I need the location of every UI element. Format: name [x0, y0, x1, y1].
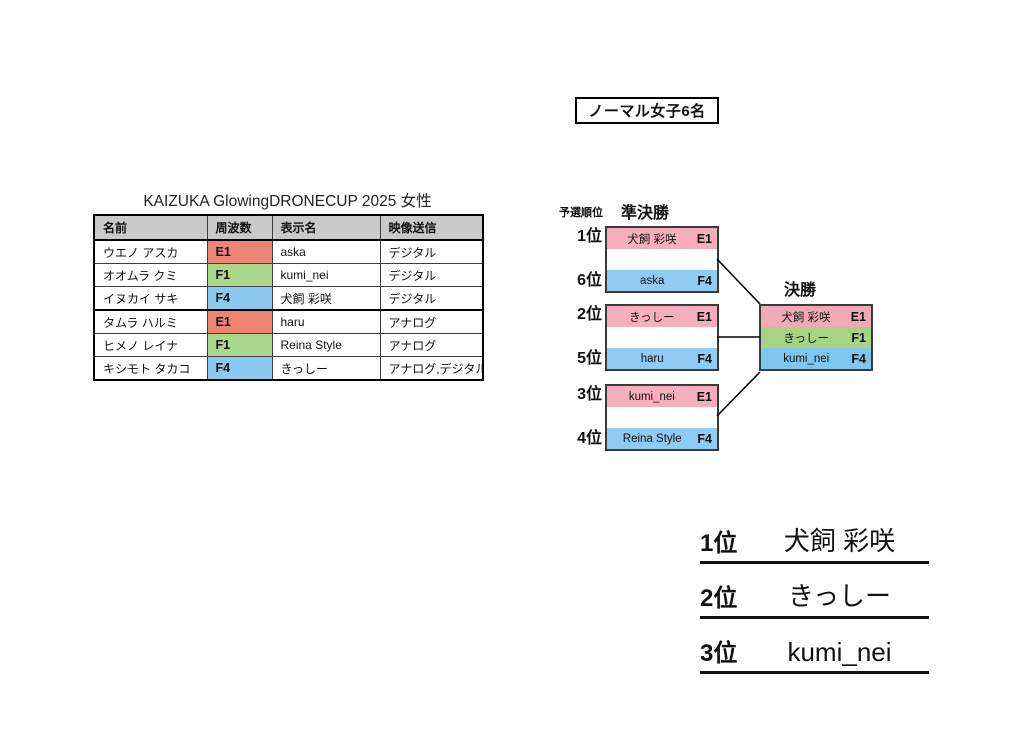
seed-rank-label: 3位	[577, 386, 602, 403]
semifinal-box-1: 犬飼 彩咲 E1 aska F4	[605, 226, 719, 293]
entry-name: kumi_nei	[783, 352, 830, 365]
entry-name: Reina Style	[622, 432, 682, 445]
result-row: 1位 犬飼 彩咲	[700, 509, 929, 564]
entry-name: kumi_nei	[628, 390, 675, 403]
video-cell: デジタル	[379, 263, 484, 287]
final-box: 犬飼 彩咲 E1 きっしー F1 kumi_nei F4	[759, 304, 873, 371]
bracket-entry: きっしー F1	[761, 327, 871, 348]
display-name-cell: きっしー	[271, 356, 381, 381]
result-name: kumi_nei	[787, 637, 892, 667]
roster-table: 名前 周波数 表示名 映像送信 ウエノ アスカ E1 aska デジタル オオム…	[93, 214, 484, 381]
frequency-cell: F4	[206, 356, 273, 381]
table-row: ヒメノ レイナ F1 Reina Style アナログ	[93, 333, 484, 357]
bracket-entry: kumi_nei E1	[607, 386, 717, 407]
bracket-spacer	[607, 249, 717, 270]
bracket-spacer	[607, 327, 717, 348]
pilot-name-cell: ヒメノ レイナ	[93, 333, 208, 357]
bracket-entry: きっしー E1	[607, 306, 717, 327]
semifinal-box-2: きっしー E1 haru F4	[605, 304, 719, 371]
qualifying-rank-heading: 予選順位	[559, 207, 603, 219]
entry-name: 犬飼 彩咲	[627, 233, 677, 246]
bracket-entry: aska F4	[607, 270, 717, 291]
bracket-entry: Reina Style F4	[607, 428, 717, 449]
col-header-frequency: 周波数	[206, 214, 273, 241]
seed-rank-label: 5位	[577, 350, 602, 367]
entry-name: きっしー	[629, 311, 675, 324]
table-row: キシモト タカコ F4 きっしー アナログ,デジタル	[93, 356, 484, 381]
bracket-entry: 犬飼 彩咲 E1	[761, 306, 871, 327]
pilot-name-cell: ウエノ アスカ	[93, 239, 208, 264]
entry-frequency: F4	[697, 273, 712, 288]
division-box: ノーマル女子6名	[575, 97, 719, 124]
bracket-entry: kumi_nei F4	[761, 348, 871, 369]
final-heading: 決勝	[784, 282, 817, 299]
bracket-entry: 犬飼 彩咲 E1	[607, 228, 717, 249]
video-cell: アナログ	[379, 333, 484, 357]
frequency-cell: E1	[206, 239, 273, 264]
semifinal-heading: 準決勝	[621, 205, 670, 222]
entry-name: 犬飼 彩咲	[781, 311, 831, 324]
bracket-connector-lines	[716, 258, 761, 417]
video-cell: アナログ,デジタル	[379, 356, 484, 381]
entry-name: haru	[640, 352, 664, 365]
result-rank: 2位	[700, 585, 738, 612]
roster-header-row: 名前 周波数 表示名 映像送信	[93, 214, 484, 241]
frequency-cell: F1	[206, 263, 273, 287]
display-name-cell: aska	[271, 239, 381, 264]
table-row: タムラ ハルミ E1 haru アナログ	[93, 309, 484, 334]
roster-title: KAIZUKA GlowingDRONECUP 2025 女性	[143, 193, 432, 210]
pilot-name-cell: キシモト タカコ	[93, 356, 208, 381]
seed-rank-label: 4位	[577, 430, 602, 447]
result-row: 3位 kumi_nei	[700, 619, 929, 674]
table-row: オオムラ クミ F1 kumi_nei デジタル	[93, 263, 484, 287]
seed-rank-label: 2位	[577, 306, 602, 323]
entry-frequency: F4	[851, 351, 866, 366]
col-header-name: 名前	[93, 214, 208, 241]
roster-table-wrap: 名前 周波数 表示名 映像送信 ウエノ アスカ E1 aska デジタル オオム…	[93, 214, 484, 381]
seed-rank-label: 1位	[577, 228, 602, 245]
entry-name: aska	[640, 274, 665, 287]
pilot-name-cell: イヌカイ サキ	[93, 286, 208, 311]
display-name-cell: kumi_nei	[271, 263, 381, 287]
entry-frequency: E1	[696, 309, 712, 324]
results-list: 1位 犬飼 彩咲 2位 きっしー 3位 kumi_nei	[700, 509, 929, 674]
table-row: ウエノ アスカ E1 aska デジタル	[93, 239, 484, 264]
entry-frequency: F4	[697, 431, 712, 446]
result-rank: 3位	[700, 640, 738, 667]
col-header-video: 映像送信	[379, 214, 484, 241]
entry-frequency: E1	[696, 389, 712, 404]
result-row: 2位 きっしー	[700, 564, 929, 619]
video-cell: アナログ	[379, 309, 484, 334]
result-name: きっしー	[788, 581, 891, 611]
display-name-cell: 犬飼 彩咲	[271, 286, 381, 311]
result-rank: 1位	[700, 530, 738, 557]
pilot-name-cell: オオムラ クミ	[93, 263, 208, 287]
frequency-cell: E1	[206, 309, 273, 334]
display-name-cell: Reina Style	[271, 333, 381, 357]
frequency-cell: F4	[206, 286, 273, 311]
seed-rank-label: 6位	[577, 272, 602, 289]
display-name-cell: haru	[271, 309, 381, 334]
entry-frequency: E1	[850, 309, 866, 324]
entry-frequency: F4	[697, 351, 712, 366]
bracket-entry: haru F4	[607, 348, 717, 369]
video-cell: デジタル	[379, 286, 484, 311]
frequency-cell: F1	[206, 333, 273, 357]
entry-frequency: E1	[696, 231, 712, 246]
bracket-spacer	[607, 407, 717, 428]
division-label: ノーマル女子6名	[588, 103, 706, 120]
col-header-display-name: 表示名	[271, 214, 381, 241]
entry-name: きっしー	[783, 332, 829, 345]
video-cell: デジタル	[379, 239, 484, 264]
entry-frequency: F1	[851, 330, 866, 345]
result-name: 犬飼 彩咲	[783, 526, 896, 556]
semifinal-box-3: kumi_nei E1 Reina Style F4	[605, 384, 719, 451]
pilot-name-cell: タムラ ハルミ	[93, 309, 208, 334]
table-row: イヌカイ サキ F4 犬飼 彩咲 デジタル	[93, 286, 484, 311]
